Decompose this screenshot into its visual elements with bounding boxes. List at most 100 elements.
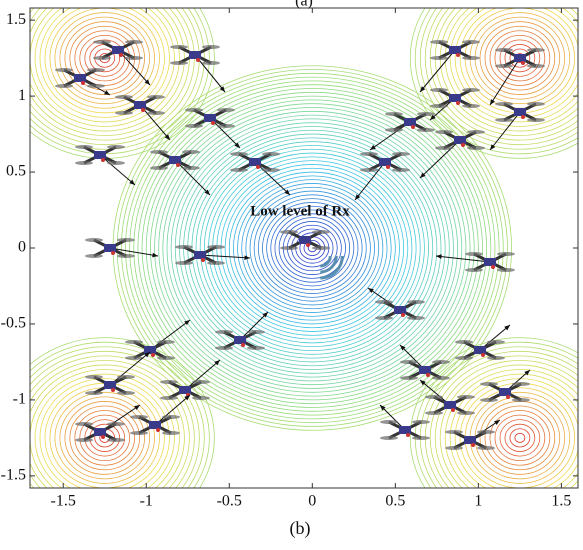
drone-led (471, 443, 475, 447)
drone-led (461, 143, 465, 147)
contour-line (489, 30, 551, 86)
drone-rotor (527, 48, 545, 52)
contour-line (504, 44, 536, 73)
contour-line (166, 114, 459, 382)
drone-rotor (230, 168, 248, 172)
arrow (419, 139, 461, 179)
drone-led (386, 165, 390, 169)
drone-rotor (185, 124, 203, 128)
drone-body (249, 158, 261, 166)
drone-rotor (117, 391, 135, 395)
contour-line (409, 8, 578, 159)
y-tick-label: -1.5 (1, 467, 26, 484)
drone-rotor (170, 61, 188, 65)
drone-rotor (312, 246, 330, 250)
contour-line (64, 21, 145, 95)
drone-rotor (435, 130, 453, 134)
drone-rotor (360, 152, 378, 156)
contour-line (444, 369, 578, 488)
drone-body (449, 94, 461, 102)
annotation: Low level of Rx (250, 203, 350, 219)
arrow-head (262, 312, 268, 318)
contour-line (199, 145, 425, 351)
drone-rotor (392, 152, 410, 156)
contour-line (154, 103, 471, 393)
drone-rotor (425, 411, 443, 415)
contour-line (479, 21, 561, 95)
contour-line (64, 401, 145, 475)
x-tick-label: 0 (308, 493, 316, 510)
y-tick-label: 0.5 (6, 163, 26, 180)
x-tick-label: 0.5 (385, 493, 405, 510)
drone-rotor (75, 161, 93, 165)
drone-rotor (55, 84, 73, 88)
arrow (435, 255, 491, 263)
contour-line (74, 410, 136, 466)
contour-line (266, 205, 359, 291)
drone-led (406, 433, 410, 437)
drone-led (156, 428, 160, 432)
drone-rotor (130, 415, 148, 419)
drone-body (514, 54, 526, 62)
contour-line (34, 8, 175, 123)
drone-rotor (462, 88, 480, 92)
arrow-head (164, 134, 170, 140)
contour-line (419, 8, 578, 150)
contour-line (30, 360, 190, 488)
contour-line (44, 8, 165, 114)
drone-led (81, 81, 85, 85)
y-tick-label: -0.5 (1, 315, 26, 332)
contour-line (203, 148, 421, 348)
drone-rotor (115, 111, 133, 115)
arrow-head (152, 252, 158, 258)
drone-body (149, 421, 161, 429)
arrow (489, 57, 521, 106)
drone-rotor (375, 316, 393, 320)
arrow (117, 49, 151, 86)
contour-line (270, 209, 355, 287)
arrow-head (204, 189, 210, 195)
drone-body (449, 46, 461, 54)
drone-rotor (477, 430, 495, 434)
contour-line (30, 8, 215, 159)
contour-line (241, 183, 384, 313)
contour-line (145, 95, 479, 401)
drone-led (141, 108, 145, 112)
arrow-head (184, 320, 190, 326)
drone-rotor (85, 254, 103, 258)
arrow-head (129, 179, 135, 185)
drone-rotor (527, 118, 545, 122)
arrow-head (380, 405, 386, 411)
drone-rotor (85, 391, 103, 395)
drone-rotor (202, 45, 220, 49)
x-tick-label: -1.5 (51, 493, 76, 510)
contour-line (224, 167, 400, 329)
drone-led (456, 53, 460, 57)
arrow-head (284, 189, 290, 195)
drone-rotor (162, 415, 180, 419)
contour-line (474, 396, 566, 480)
drone-rotor (380, 420, 398, 424)
contour-line (424, 8, 578, 146)
contour-line (499, 419, 541, 457)
contour-line (228, 171, 396, 325)
arrow-head (234, 142, 240, 148)
contour-line (454, 8, 578, 118)
arrow (489, 111, 521, 151)
drone-rotor (75, 145, 93, 149)
contour-line (499, 39, 541, 77)
drone-rotor (175, 261, 193, 265)
contour-line (174, 122, 450, 374)
drone-rotor (125, 40, 143, 44)
drone-led (151, 353, 155, 357)
arrow-head (355, 194, 361, 200)
drone-rotor (192, 380, 210, 384)
drone-rotor (192, 396, 210, 400)
drone-led (241, 343, 245, 347)
drone-led (211, 121, 215, 125)
drone-body (404, 118, 416, 126)
x-tick-label: 1.5 (551, 493, 571, 510)
contour-line (278, 217, 346, 279)
drone-body (419, 366, 431, 374)
arrow-head (400, 345, 406, 351)
